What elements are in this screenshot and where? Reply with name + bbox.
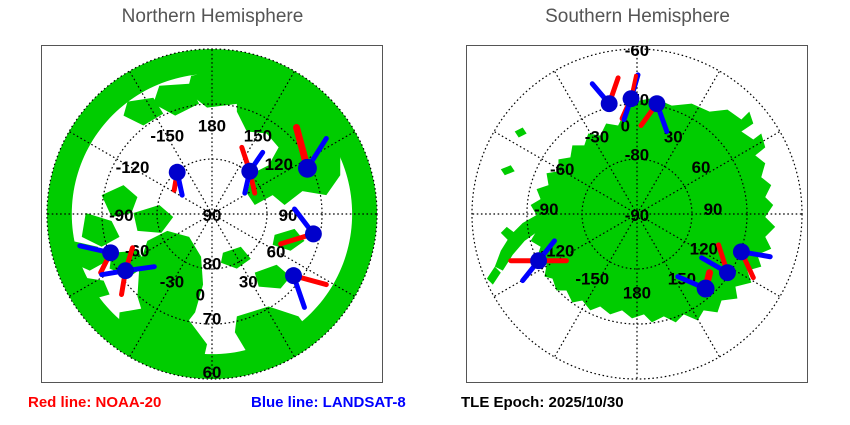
svg-text:180: 180 (198, 116, 226, 135)
polar-map-northern: 90 80 70 60 180 150 120 90 60 30 0 -30 -… (42, 46, 382, 382)
polar-map-southern: -90 -80 -70 -60 180 150 120 90 60 30 0 -… (467, 46, 807, 382)
grid-labels-southern: -90 -80 -70 -60 180 150 120 90 60 30 0 -… (534, 46, 722, 302)
svg-text:-30: -30 (585, 127, 609, 146)
svg-text:-60: -60 (625, 46, 649, 60)
svg-text:-120: -120 (116, 158, 150, 177)
landmass-northern (47, 48, 378, 380)
svg-text:0: 0 (196, 285, 205, 304)
svg-text:-90: -90 (625, 206, 649, 225)
svg-text:90: 90 (704, 200, 723, 219)
satellite-markers-northern (77, 124, 329, 310)
svg-text:90: 90 (203, 206, 222, 225)
legend-bar: Red line: NOAA-20 Blue line: LANDSAT-8 T… (0, 393, 850, 419)
satellite-markers-southern (508, 72, 773, 298)
svg-text:80: 80 (203, 255, 222, 274)
svg-text:60: 60 (267, 243, 286, 262)
svg-text:120: 120 (265, 155, 293, 174)
svg-text:-90: -90 (534, 200, 558, 219)
svg-text:120: 120 (690, 240, 718, 259)
svg-text:180: 180 (623, 283, 651, 302)
svg-text:-90: -90 (109, 206, 133, 225)
plot-frame-northern: 90 80 70 60 180 150 120 90 60 30 0 -30 -… (41, 45, 383, 383)
plot-frame-southern: -90 -80 -70 -60 180 150 120 90 60 30 0 -… (466, 45, 808, 383)
panel-title-southern: Southern Hemisphere (545, 6, 730, 27)
svg-text:-150: -150 (575, 270, 609, 289)
svg-text:0: 0 (621, 116, 630, 135)
svg-text:60: 60 (203, 363, 222, 382)
svg-text:70: 70 (203, 309, 222, 328)
legend-red-line: Red line: NOAA-20 (28, 394, 162, 411)
svg-text:150: 150 (244, 126, 272, 145)
grid-labels-northern: 90 80 70 60 180 150 120 90 60 30 0 -30 -… (109, 116, 297, 382)
legend-tle-epoch: TLE Epoch: 2025/10/30 (461, 394, 624, 411)
svg-text:30: 30 (239, 273, 258, 292)
svg-text:-150: -150 (150, 126, 184, 145)
panel-title-northern: Northern Hemisphere (121, 6, 304, 27)
svg-text:60: 60 (692, 158, 711, 177)
legend-blue-line: Blue line: LANDSAT-8 (251, 394, 406, 411)
svg-text:-60: -60 (550, 160, 574, 179)
svg-text:-30: -30 (160, 273, 184, 292)
svg-text:-80: -80 (625, 145, 649, 164)
